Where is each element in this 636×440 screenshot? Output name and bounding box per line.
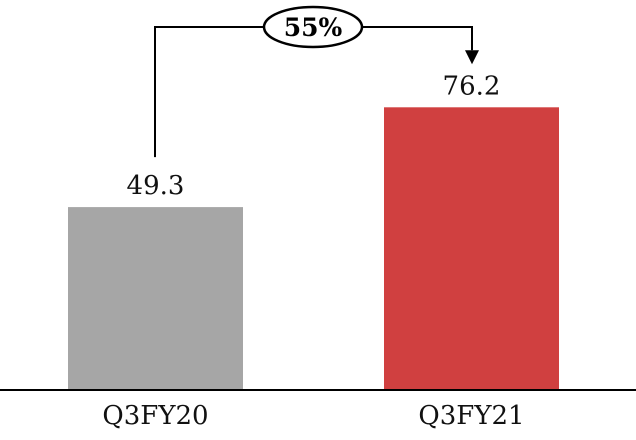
growth-arrowhead — [465, 50, 479, 65]
x-tick-label-q3fy21: Q3FY21 — [418, 401, 524, 431]
bars — [68, 107, 559, 390]
x-tick-label-q3fy20: Q3FY20 — [102, 401, 208, 431]
value-label-q3fy21: 76.2 — [443, 71, 501, 101]
value-label-q3fy20: 49.3 — [127, 171, 185, 201]
growth-oval — [262, 5, 364, 49]
bar-q3fy20 — [68, 207, 243, 390]
value-labels: 49.3 76.2 — [127, 71, 501, 201]
x-tick-labels: Q3FY20 Q3FY21 — [102, 401, 524, 431]
growth-label: 55% — [284, 13, 343, 42]
bar-q3fy21 — [384, 107, 559, 390]
growth-annotation: 55% — [154, 5, 479, 158]
